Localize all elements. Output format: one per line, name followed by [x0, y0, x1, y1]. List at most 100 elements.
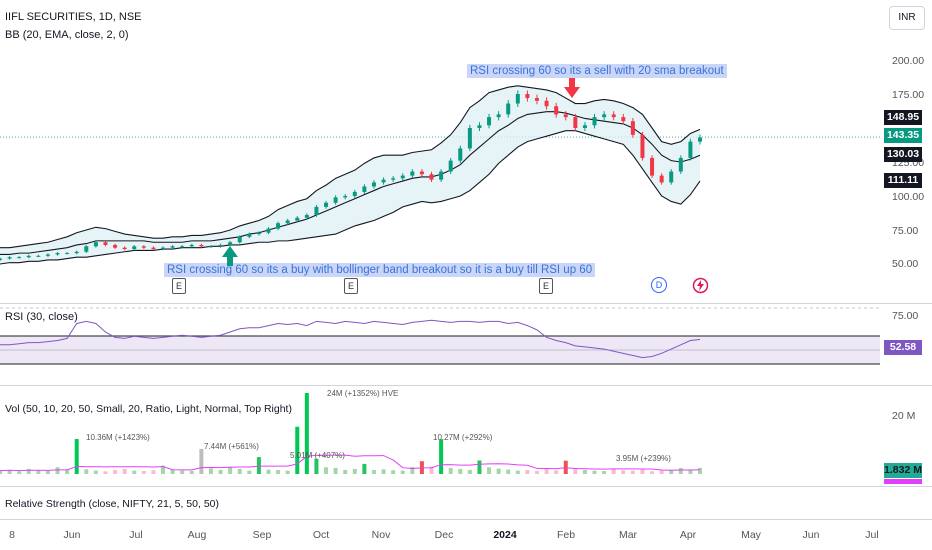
- candle: [333, 197, 338, 203]
- candle: [467, 128, 472, 149]
- volume-bar: [256, 457, 261, 474]
- currency-button[interactable]: INR: [889, 6, 925, 30]
- volume-bar: [429, 466, 434, 474]
- candle: [285, 220, 290, 224]
- rsi-value-tag: 52.58: [884, 340, 922, 355]
- earnings-icon[interactable]: E: [172, 278, 186, 294]
- candle: [0, 258, 2, 260]
- volume-bar: [84, 469, 89, 474]
- candle: [515, 94, 520, 104]
- volume-bar: [132, 470, 137, 474]
- candle: [602, 114, 607, 118]
- buy-arrow-icon[interactable]: [222, 246, 238, 266]
- volume-bar: [458, 468, 463, 474]
- candle: [314, 206, 319, 216]
- rsi-tick: 75.00: [892, 310, 919, 322]
- earnings-icon[interactable]: E: [344, 278, 358, 294]
- x-tick: Jun: [63, 529, 81, 541]
- x-tick: Mar: [618, 529, 638, 541]
- volume-value-tag: 1.832 M: [884, 463, 922, 478]
- candle: [295, 217, 300, 221]
- dividend-icon[interactable]: D: [651, 277, 667, 293]
- candle: [103, 242, 108, 245]
- candle: [381, 179, 386, 183]
- volume-bar: [218, 469, 223, 474]
- candle: [132, 246, 137, 250]
- x-tick: 8: [9, 529, 15, 541]
- volume-bar: [170, 469, 175, 474]
- volume-bar: [611, 468, 616, 474]
- volume-bar: [400, 470, 405, 474]
- candle: [74, 251, 79, 254]
- volume-bar: [688, 470, 693, 474]
- volume-bar: [592, 470, 597, 474]
- split-event-icon[interactable]: [692, 277, 709, 294]
- bb-upper-tag: 148.95: [884, 110, 922, 125]
- volume-bar: [352, 468, 357, 474]
- price-tick: 175.00: [892, 89, 925, 101]
- bb-indicator-label[interactable]: BB (20, EMA, close, 2, 0): [5, 29, 129, 41]
- candle: [554, 106, 559, 115]
- volume-bar: [515, 470, 520, 474]
- pane-divider[interactable]: [0, 303, 932, 304]
- candle: [371, 182, 376, 187]
- sell-annotation[interactable]: RSI crossing 60 so its a sell with 20 sm…: [467, 64, 727, 78]
- bb-lower-line: [0, 130, 701, 265]
- candle: [65, 253, 70, 255]
- candle: [237, 236, 242, 243]
- volume-bar: [554, 470, 559, 474]
- x-tick: Nov: [371, 529, 391, 541]
- pane-divider[interactable]: [0, 385, 932, 386]
- relative-strength-label[interactable]: Relative Strength (close, NIFTY, 21, 5, …: [5, 498, 219, 510]
- candle: [352, 191, 357, 196]
- x-tick: Jul: [865, 529, 879, 541]
- bb-lower-tag: 111.11: [884, 173, 922, 188]
- volume-bar: [381, 469, 386, 474]
- candle: [611, 114, 616, 118]
- pane-divider[interactable]: [0, 486, 932, 487]
- candle: [36, 255, 41, 257]
- candle: [391, 178, 396, 180]
- buy-annotation[interactable]: RSI crossing 60 so its a buy with bollin…: [164, 263, 596, 277]
- volume-bar: [333, 467, 338, 474]
- volume-bar: [55, 467, 60, 474]
- volume-label[interactable]: Vol (50, 10, 20, 50, Small, 20, Ratio, L…: [5, 403, 292, 415]
- volume-bar: [324, 467, 329, 474]
- volume-bar: [26, 468, 31, 474]
- x-tick: Feb: [556, 529, 576, 541]
- earnings-icon[interactable]: E: [539, 278, 553, 294]
- rsi-line: [0, 319, 701, 359]
- sell-arrow-icon[interactable]: [564, 78, 580, 98]
- x-tick: Apr: [679, 529, 697, 541]
- volume-bar: [534, 470, 539, 474]
- candle: [400, 175, 405, 179]
- rsi-label[interactable]: RSI (30, close): [5, 311, 78, 323]
- candle: [256, 232, 261, 235]
- volume-bar: [602, 470, 607, 474]
- candle: [324, 202, 329, 207]
- volume-bar: [180, 470, 185, 474]
- volume-bar: [65, 469, 70, 474]
- volume-bar: [276, 469, 281, 474]
- candle: [410, 171, 415, 176]
- candle: [45, 254, 50, 256]
- volume-bar: [487, 467, 492, 474]
- candle: [93, 242, 98, 247]
- volume-bar: [93, 470, 98, 474]
- volume-bar: [17, 471, 22, 474]
- candle: [304, 215, 309, 218]
- candle: [218, 244, 223, 247]
- candle: [208, 246, 213, 248]
- price-tick: 75.00: [892, 225, 919, 237]
- volume-bar: [0, 470, 2, 474]
- candle: [170, 246, 175, 248]
- volume-annotation: 3.95M (+239%): [616, 454, 671, 463]
- symbol-title[interactable]: IIFL SECURITIES, 1D, NSE: [5, 11, 142, 23]
- volume-bar: [7, 469, 12, 474]
- volume-bar: [467, 469, 472, 474]
- volume-bar: [640, 469, 645, 474]
- candle: [141, 246, 146, 248]
- bb-basis-line: [0, 111, 701, 256]
- x-tick: Jul: [129, 529, 143, 541]
